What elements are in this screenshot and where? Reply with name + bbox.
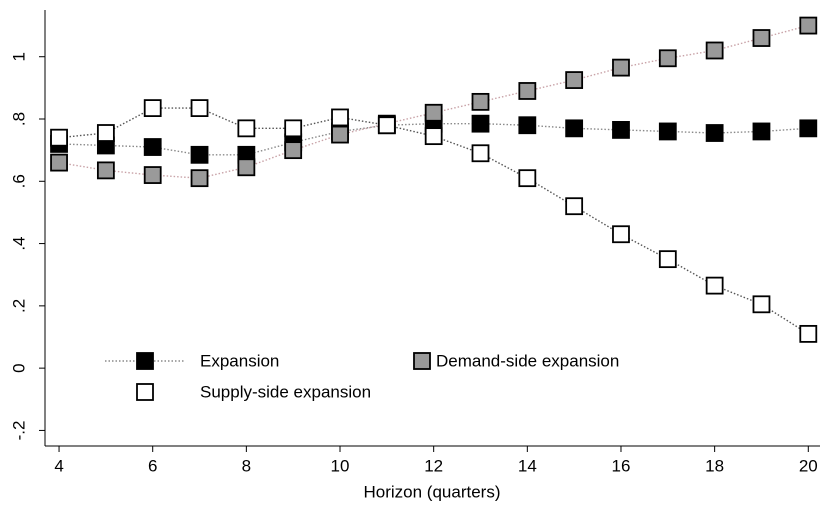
marker	[331, 108, 349, 127]
marker	[658, 122, 677, 141]
marker	[143, 166, 162, 184]
marker	[424, 103, 443, 122]
marker	[190, 145, 209, 164]
x-tick-label: 20	[799, 456, 818, 475]
marker	[331, 125, 349, 144]
x-tick-label: 8	[242, 456, 251, 475]
marker	[612, 225, 630, 244]
legend-marker	[136, 383, 154, 401]
marker	[705, 276, 724, 295]
x-axis-label: Horizon (quarters)	[364, 482, 501, 501]
legend-label: Expansion	[200, 351, 279, 370]
marker	[565, 197, 584, 216]
marker	[752, 29, 771, 47]
marker	[377, 116, 396, 135]
y-tick-label: 0	[9, 363, 28, 372]
marker	[752, 122, 771, 141]
marker	[799, 119, 818, 138]
y-tick-label: .2	[9, 299, 28, 313]
series-line	[58, 24, 809, 179]
marker	[284, 119, 303, 138]
marker	[50, 153, 68, 172]
legend-label: Demand-side expansion	[436, 351, 619, 370]
marker	[96, 124, 115, 142]
marker	[658, 49, 677, 68]
marker	[565, 71, 584, 89]
legend-label: Supply-side expansion	[200, 382, 371, 401]
y-tick-label: 1	[9, 52, 28, 61]
marker	[752, 295, 771, 314]
marker	[471, 92, 490, 111]
marker	[705, 124, 724, 142]
marker	[471, 144, 490, 163]
marker	[612, 58, 630, 77]
marker	[424, 127, 443, 146]
marker	[518, 116, 537, 135]
marker	[518, 82, 537, 100]
y-tick-label: .4	[9, 236, 28, 250]
marker	[471, 114, 490, 133]
y-tick-label: .8	[9, 112, 28, 126]
x-tick-label: 10	[331, 456, 350, 475]
x-tick-label: 4	[54, 456, 63, 475]
marker	[658, 250, 677, 269]
marker	[143, 99, 162, 117]
marker	[143, 138, 162, 156]
marker	[237, 119, 256, 138]
y-tick-label: -.2	[9, 421, 28, 441]
marker	[799, 324, 818, 343]
x-tick-label: 12	[424, 456, 443, 475]
y-tick-label: .6	[9, 174, 28, 188]
marker	[190, 169, 209, 188]
legend-marker	[413, 352, 431, 370]
marker	[96, 161, 115, 180]
x-tick-label: 16	[612, 456, 631, 475]
marker	[50, 128, 68, 147]
marker	[237, 158, 256, 177]
legend-marker	[136, 352, 154, 370]
marker	[612, 121, 630, 139]
marker	[565, 119, 584, 138]
marker	[705, 41, 724, 60]
x-tick-label: 18	[705, 456, 724, 475]
marker	[190, 99, 209, 117]
marker	[799, 16, 818, 35]
x-tick-label: 6	[148, 456, 157, 475]
marker	[284, 141, 303, 160]
marker	[518, 169, 537, 188]
x-tick-label: 14	[518, 456, 537, 475]
